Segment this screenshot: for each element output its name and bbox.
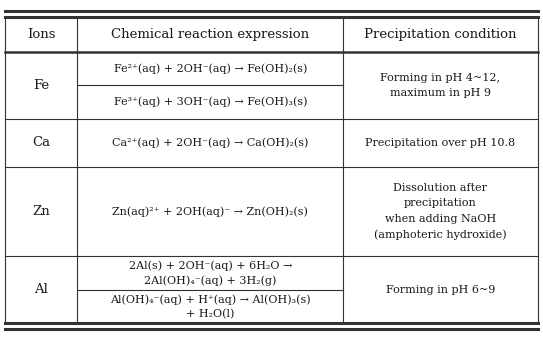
Text: Zn(aq)²⁺ + 2OH(aq)⁻ → Zn(OH)₂(s): Zn(aq)²⁺ + 2OH(aq)⁻ → Zn(OH)₂(s) — [112, 206, 308, 217]
Text: Chemical reaction expression: Chemical reaction expression — [111, 28, 310, 41]
Text: Ca²⁺(aq) + 2OH⁻(aq) → Ca(OH)₂(s): Ca²⁺(aq) + 2OH⁻(aq) → Ca(OH)₂(s) — [112, 138, 308, 148]
Text: 2Al(s) + 2OH⁻(aq) + 6H₂O →
2Al(OH)₄⁻(aq) + 3H₂(g): 2Al(s) + 2OH⁻(aq) + 6H₂O → 2Al(OH)₄⁻(aq)… — [129, 260, 292, 286]
Text: Fe²⁺(aq) + 2OH⁻(aq) → Fe(OH)₂(s): Fe²⁺(aq) + 2OH⁻(aq) → Fe(OH)₂(s) — [113, 63, 307, 74]
Text: Forming in pH 6~9: Forming in pH 6~9 — [386, 285, 495, 295]
Text: Forming in pH 4~12,
maximum in pH 9: Forming in pH 4~12, maximum in pH 9 — [381, 72, 501, 98]
Text: Fe: Fe — [33, 79, 49, 92]
Text: Precipitation over pH 10.8: Precipitation over pH 10.8 — [365, 138, 515, 148]
Text: Zn: Zn — [33, 205, 50, 218]
Text: Dissolution after
precipitation
when adding NaOH
(amphoteric hydroxide): Dissolution after precipitation when add… — [374, 183, 507, 240]
Text: Precipitation condition: Precipitation condition — [364, 28, 517, 41]
Text: Al(OH)₄⁻(aq) + H⁺(aq) → Al(OH)₃(s)
+ H₂O(l): Al(OH)₄⁻(aq) + H⁺(aq) → Al(OH)₃(s) + H₂O… — [110, 294, 311, 319]
Text: Fe³⁺(aq) + 3OH⁻(aq) → Fe(OH)₃(s): Fe³⁺(aq) + 3OH⁻(aq) → Fe(OH)₃(s) — [113, 97, 307, 107]
Text: Ca: Ca — [32, 136, 50, 149]
Text: Al: Al — [34, 283, 48, 296]
Text: Ions: Ions — [27, 28, 55, 41]
